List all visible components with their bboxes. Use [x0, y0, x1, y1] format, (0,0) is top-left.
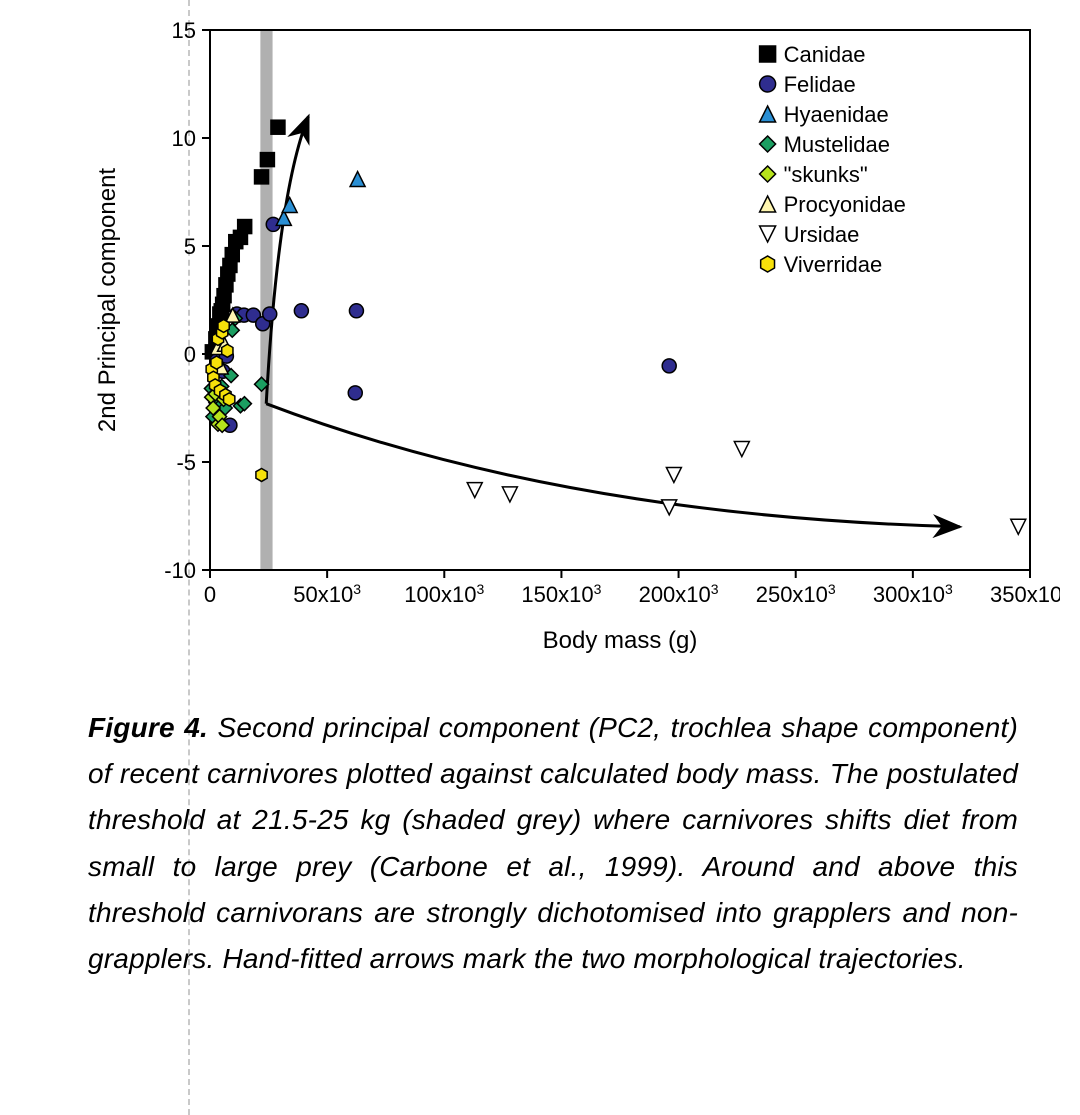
- legend-item-label: Procyonidae: [784, 192, 906, 217]
- xtick-label: 300x103: [873, 581, 953, 607]
- legend-item-label: Viverridae: [784, 252, 883, 277]
- ytick-label: -5: [176, 450, 196, 475]
- legend: Canidae Felidae Hyaenidae Mustelidae "skunks…: [760, 42, 906, 277]
- scatter-chart: -10 -5 0 5 10 15 0 50x103 100x103 150x103 200x103 2…: [60, 20, 1060, 680]
- legend-item-label: "skunks": [784, 162, 868, 187]
- xtick-label: 150x103: [521, 581, 601, 607]
- threshold-band: [260, 30, 272, 570]
- legend-item-label: Mustelidae: [784, 132, 890, 157]
- ytick-label: -10: [164, 558, 196, 583]
- ytick-label: 5: [184, 234, 196, 259]
- xtick-label: 250x103: [756, 581, 836, 607]
- ytick-label: 15: [172, 20, 196, 43]
- xtick-label: 350x103: [990, 581, 1060, 607]
- figure-caption-text: Second principal component (PC2, trochle…: [88, 712, 1018, 974]
- legend-item-label: Felidae: [784, 72, 856, 97]
- ytick-label: 10: [172, 126, 196, 151]
- chart-svg: -10 -5 0 5 10 15 0 50x103 100x103 150x103 200x103 2…: [60, 20, 1060, 680]
- y-axis-label: 2nd Principal component: [94, 168, 121, 432]
- xtick-label: 50x103: [293, 581, 361, 607]
- legend-item-label: Hyaenidae: [784, 102, 889, 127]
- x-axis-label: Body mass (g): [543, 627, 698, 654]
- xtick-label: 100x103: [404, 581, 484, 607]
- trajectory-arrow-lower: [266, 404, 959, 527]
- xtick-label: 200x103: [639, 581, 719, 607]
- plot-border: [210, 30, 1030, 570]
- legend-item-label: Ursidae: [784, 222, 860, 247]
- page: -10 -5 0 5 10 15 0 50x103 100x103 150x103 200x103 2…: [0, 0, 1080, 1115]
- data-points: [204, 120, 1025, 534]
- figure-caption: Figure 4. Second principal component (PC…: [88, 705, 1018, 982]
- ytick-label: 0: [184, 342, 196, 367]
- figure-label: Figure 4.: [88, 712, 218, 743]
- legend-item-label: Canidae: [784, 42, 866, 67]
- xtick-label: 0: [204, 582, 216, 607]
